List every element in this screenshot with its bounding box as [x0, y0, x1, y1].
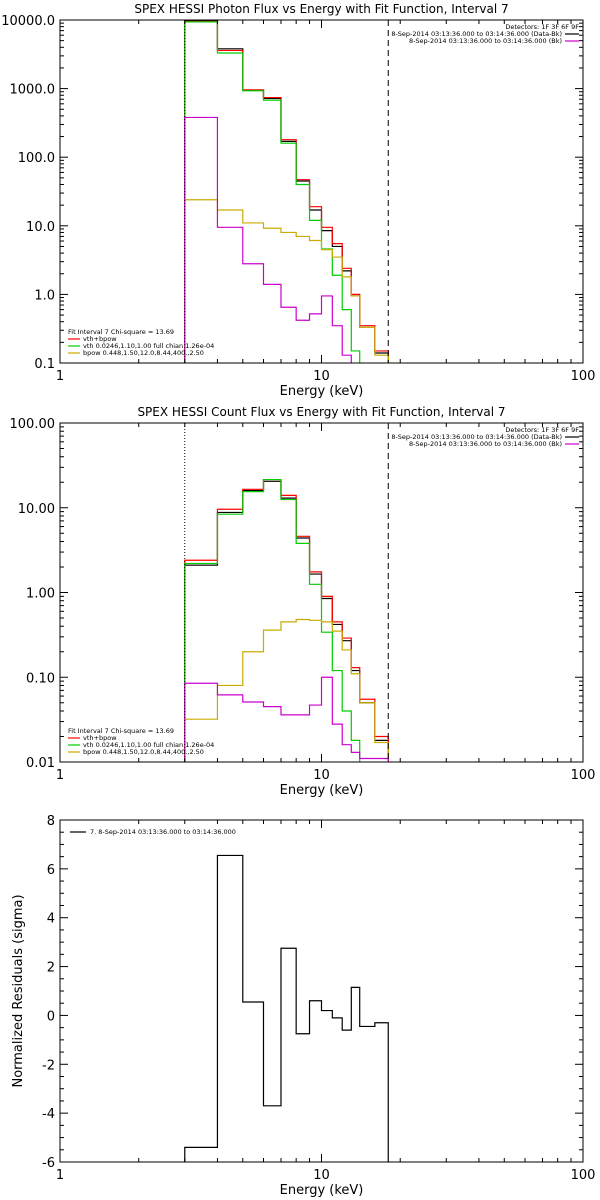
x-tick-label: 100	[571, 369, 596, 384]
series-4-line	[184, 676, 389, 762]
x-tick-label: 1	[56, 768, 64, 783]
y-tick-label: -6	[42, 1156, 55, 1171]
y-tick-label: 0.01	[26, 756, 55, 771]
series-0-line	[184, 480, 389, 762]
chart-photon: 1 10 100 10000.0 1000.0 100.0 10.0 1.0 0.1 SPEX H…	[1, 2, 595, 399]
x-axis-label: Energy (keV)	[280, 1183, 364, 1198]
y-tick-label: -2	[42, 1058, 55, 1073]
series-0-line	[184, 854, 389, 1162]
y-tick-label: 0.1	[34, 357, 55, 372]
legend-header: Detectors: 1F 3F 6F 9F	[505, 23, 579, 31]
plot-frame	[59, 819, 584, 1163]
fit-legend-entry: vth 0.0246,1.10,1.00 full chian 1.26e-04	[83, 342, 214, 350]
series-3-line	[184, 618, 389, 762]
x-axis-label: Energy (keV)	[280, 783, 364, 798]
series-2-line	[184, 478, 361, 762]
series-4-line	[184, 116, 352, 363]
chart-title: SPEX HESSI Photon Flux vs Energy with Fi…	[134, 2, 508, 16]
series-group	[184, 20, 389, 363]
legend-entry: 8-Sep-2014 03:13:36.000 to 03:14:36.000 …	[409, 37, 562, 45]
fit-legend-entry: vth+bpow	[83, 734, 117, 742]
series-group	[184, 478, 389, 762]
legend-entry: 8-Sep-2014 03:13:36.000 to 03:14:36.000 …	[391, 433, 562, 441]
legend-entry: 7. 8-Sep-2014 03:13:36.000 to 03:14:36.0…	[90, 828, 236, 836]
y-tick-label: 0.10	[26, 671, 55, 686]
x-tick-label: 100	[571, 1168, 596, 1183]
y-tick-label: 100.00	[10, 417, 56, 432]
legend-header: Detectors: 1F 3F 6F 9F	[505, 426, 579, 434]
fit-legend-entry: bpow 0.448,1.50,12.0,8.44,400.,2.50	[83, 349, 204, 357]
series-0-line	[184, 20, 389, 363]
legend-entry: 8-Sep-2014 03:13:36.000 to 03:14:36.000 …	[391, 30, 562, 38]
legend-entry: 8-Sep-2014 03:13:36.000 to 03:14:36.000 …	[409, 440, 562, 448]
y-tick-label: 10.0	[26, 220, 55, 235]
fit-legend-entry: vth+bpow	[83, 335, 117, 343]
fit-legend-entry: vth 0.0246,1.10,1.00 full chian 1.26e-04	[83, 741, 214, 749]
y-tick-label: 1.0	[34, 288, 55, 303]
series-1-line	[184, 20, 389, 363]
y-tick-label: 4	[47, 912, 55, 927]
y-axis-label: Normalized Residuals (sigma)	[11, 894, 26, 1087]
y-tick-label: 100.0	[18, 151, 55, 166]
x-tick-label: 10	[313, 768, 330, 783]
chart-title: SPEX HESSI Count Flux vs Energy with Fit…	[137, 405, 505, 419]
chart-residuals: 1 10 100 8 6 4 2 0 -2 -4 -6 Energy (keV) Normalized …	[11, 814, 595, 1198]
y-tick-label: 8	[47, 814, 55, 829]
y-tick-label: 1000.0	[10, 83, 56, 98]
series-1-line	[184, 478, 389, 762]
x-tick-label: 1	[56, 369, 64, 384]
series-2-line	[184, 21, 361, 363]
x-axis-label: Energy (keV)	[280, 384, 364, 399]
y-tick-label: -4	[42, 1107, 55, 1122]
x-tick-label: 1	[56, 1168, 64, 1183]
y-tick-label: 0	[47, 1009, 55, 1024]
y-tick-label: 10000.0	[1, 14, 55, 29]
x-tick-label: 10	[313, 369, 330, 384]
y-tick-label: 6	[47, 863, 55, 878]
fit-legend-entry: bpow 0.448,1.50,12.0,8.44,400.,2.50	[83, 748, 204, 756]
x-tick-label: 10	[313, 1168, 330, 1183]
series-group	[184, 854, 389, 1162]
y-tick-label: 10.00	[18, 502, 55, 517]
series-3-line	[184, 199, 389, 363]
y-tick-label: 1.00	[26, 587, 55, 602]
fit-legend-header: Fit Interval 7 Chi-square = 13.69	[68, 328, 174, 336]
y-tick-label: 2	[47, 961, 55, 976]
x-tick-label: 100	[571, 768, 596, 783]
fit-legend-header: Fit Interval 7 Chi-square = 13.69	[68, 727, 174, 735]
chart-count: 1 10 100 100.00 10.00 1.00 0.10 0.01 SPEX HESSI …	[10, 405, 596, 798]
